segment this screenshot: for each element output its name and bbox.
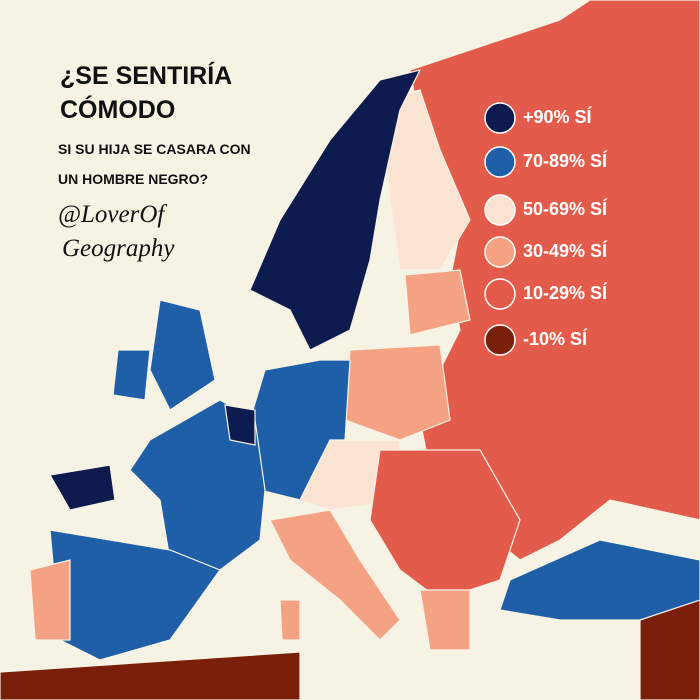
legend-swatch	[484, 278, 516, 310]
title-line: ¿SE SENTIRÍA	[60, 61, 232, 90]
legend-label: 50-69% SÍ	[523, 198, 608, 219]
country	[404, 269, 471, 336]
country	[639, 599, 700, 700]
country	[249, 69, 422, 351]
country	[0, 651, 301, 700]
legend: +90% SÍ 70-89% SÍ 50-69% SÍ 30-49% SÍ 10-29%…	[484, 102, 608, 356]
legend-swatch	[484, 194, 516, 226]
country	[149, 299, 216, 411]
credit-line: @LoverOf	[58, 201, 167, 228]
legend-label: +90% SÍ	[523, 106, 593, 127]
country	[49, 464, 116, 511]
legend-swatch	[484, 236, 516, 268]
country	[29, 559, 71, 641]
country	[269, 509, 401, 641]
legend-swatch	[484, 146, 516, 178]
country	[112, 349, 151, 401]
country	[344, 344, 451, 441]
credit-line: Geography	[62, 235, 175, 262]
country	[419, 589, 471, 651]
country	[279, 599, 301, 641]
country	[224, 404, 256, 446]
country	[499, 539, 700, 621]
subtitle-line: SI SU HIJA SE CASARA CON	[58, 141, 251, 157]
title-line: CÓMODO	[60, 94, 175, 124]
legend-swatch	[484, 102, 516, 134]
legend-swatch	[484, 324, 516, 356]
subtitle-line: UN HOMBRE NEGRO?	[58, 171, 208, 187]
legend-label: -10% SÍ	[523, 328, 588, 349]
legend-label: 30-49% SÍ	[523, 240, 608, 261]
legend-label: 70-89% SÍ	[523, 150, 608, 171]
country	[379, 89, 471, 271]
legend-label: 10-29% SÍ	[523, 282, 608, 303]
